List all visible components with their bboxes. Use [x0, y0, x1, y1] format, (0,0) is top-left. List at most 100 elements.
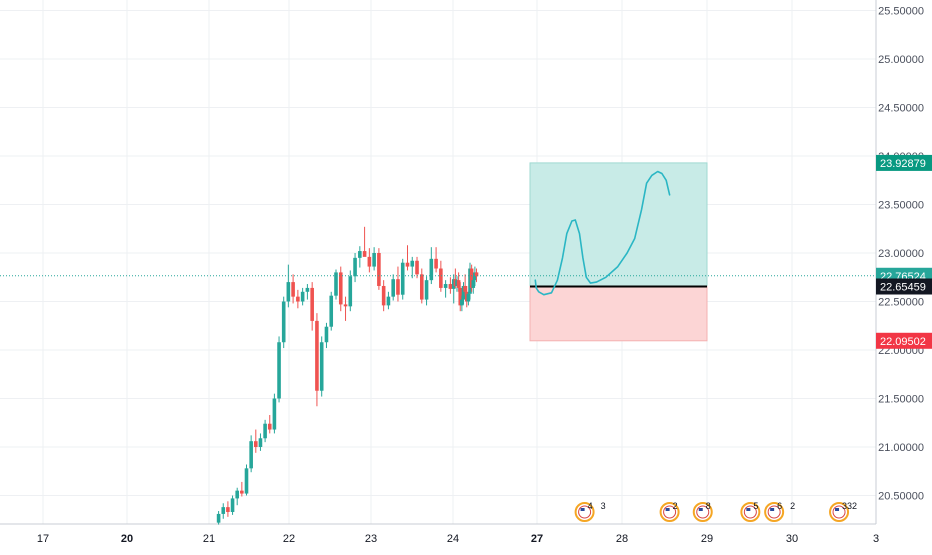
economic-event-badge[interactable]: 2 — [659, 501, 680, 522]
x-tick-label: 30 — [786, 533, 798, 545]
x-tick-label: 17 — [37, 533, 49, 545]
y-tick-label: 25.00000 — [878, 54, 924, 66]
event-badge-count-secondary: 3 — [601, 501, 606, 511]
x-tick-label: 28 — [616, 533, 628, 545]
y-tick-label: 23.00000 — [878, 248, 924, 260]
candle-up — [221, 507, 226, 514]
entry-price-label-bg — [876, 278, 932, 295]
candle-down — [315, 320, 319, 391]
candle-down — [456, 280, 461, 288]
profit-zone[interactable] — [529, 162, 708, 288]
candle-up — [443, 284, 448, 288]
candle-up — [324, 326, 329, 343]
x-tick-label: 23 — [365, 533, 377, 545]
candle-up — [334, 272, 338, 296]
candle-down — [474, 272, 479, 277]
economic-event-badge[interactable]: 332 — [829, 501, 857, 522]
candle-down — [458, 287, 463, 306]
candle-down — [434, 258, 438, 269]
candle-up — [466, 293, 471, 302]
candle-up — [244, 468, 249, 494]
candle-up — [272, 398, 277, 430]
candle-down — [362, 251, 367, 257]
candle-up — [258, 438, 263, 447]
candle-down — [469, 268, 474, 288]
x-tick-label: 29 — [701, 533, 713, 545]
target-price-label: 23.92879 — [880, 158, 926, 170]
y-tick-label: 21.50000 — [878, 394, 924, 406]
event-badge-count: 6 — [777, 501, 782, 511]
candle-up — [391, 279, 395, 297]
x-tick-label: 24 — [447, 533, 459, 545]
x-tick-label: 3 — [873, 533, 879, 545]
candle-down — [396, 279, 400, 295]
candle-up — [281, 301, 286, 343]
candle-down — [338, 272, 343, 305]
candle-up — [286, 282, 291, 302]
stop-price-label: 22.09502 — [880, 336, 926, 348]
event-badge-count: 332 — [842, 501, 857, 511]
y-tick-label: 23.50000 — [878, 200, 924, 212]
candle-down — [254, 441, 258, 447]
y-tick-label: 22.50000 — [878, 297, 924, 309]
candle-up — [230, 498, 235, 512]
candle-down — [240, 490, 244, 494]
candle-up — [372, 253, 376, 267]
candle-up — [305, 287, 310, 292]
candle-up — [353, 257, 357, 277]
projection-sketch[interactable] — [534, 170, 671, 296]
candle-down — [405, 262, 410, 267]
candle-up — [461, 285, 466, 300]
candle-down — [267, 423, 272, 430]
candle-up — [319, 342, 324, 391]
candle-down — [448, 284, 453, 289]
candle-down — [463, 285, 467, 292]
candle-up — [235, 490, 239, 499]
candle-up — [358, 251, 362, 258]
y-tick-label: 21.00000 — [878, 442, 924, 454]
candle-down — [291, 282, 295, 297]
candle-down — [310, 287, 314, 321]
candle-up — [249, 441, 253, 469]
economic-event-badge[interactable]: 5 — [740, 501, 761, 522]
economic-event-badge[interactable]: 8 — [692, 501, 713, 522]
candle-up — [348, 276, 353, 307]
x-tick-label: 22 — [283, 533, 295, 545]
x-tick-label: 27 — [531, 533, 543, 545]
candle-down — [296, 296, 300, 302]
y-tick-label: 25.50000 — [878, 6, 924, 18]
stop-price-label-bg — [876, 332, 932, 349]
candle-up — [424, 280, 429, 300]
candle-up — [216, 513, 221, 523]
y-tick-label: 20.50000 — [878, 491, 924, 503]
candle-down — [419, 274, 424, 300]
candle-up — [429, 258, 434, 281]
candle-down — [415, 260, 419, 275]
event-badge-count: 2 — [673, 501, 678, 511]
candle-down — [377, 253, 381, 286]
candle-up — [386, 296, 391, 306]
candle-down — [439, 268, 443, 288]
candle-up — [400, 262, 405, 295]
event-badge-count: 4 — [588, 501, 593, 511]
x-tick-label: 21 — [203, 533, 215, 545]
candle-up — [300, 291, 305, 302]
candle-up — [410, 260, 415, 267]
target-price-label-bg — [876, 154, 932, 171]
event-badge-count: 5 — [753, 501, 758, 511]
candle-up — [263, 423, 267, 439]
event-badge-count-secondary: 2 — [790, 501, 795, 511]
y-tick-label: 24.50000 — [878, 103, 924, 115]
candle-down — [226, 507, 230, 512]
event-badge-count: 8 — [706, 501, 711, 511]
candle-down — [367, 256, 372, 267]
candle-up — [471, 280, 476, 288]
candle-up — [277, 342, 281, 399]
candle-up — [329, 295, 334, 327]
loss-zone[interactable] — [529, 286, 708, 342]
